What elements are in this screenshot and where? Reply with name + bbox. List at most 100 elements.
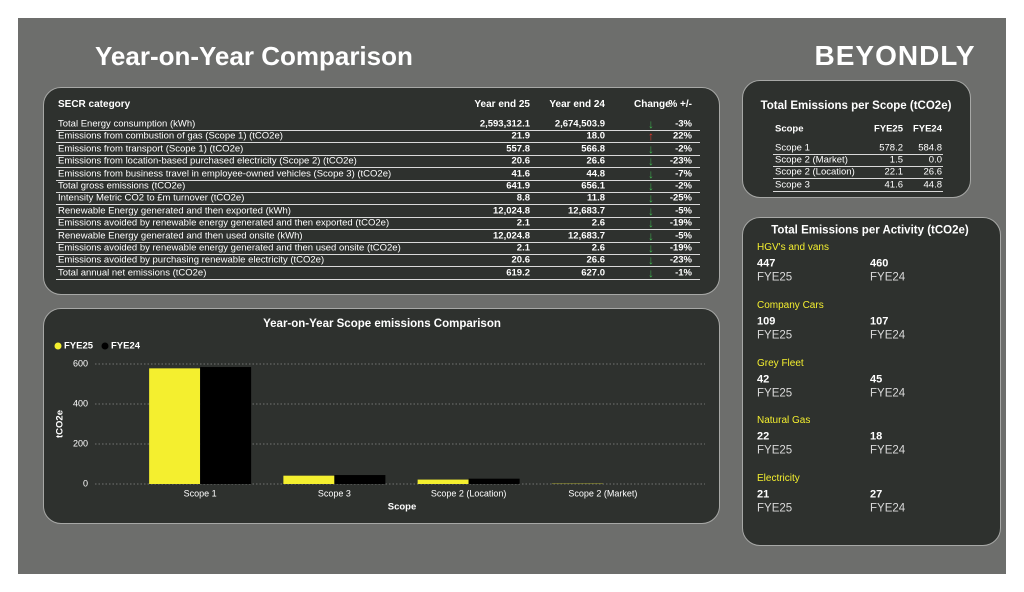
table-cell: Intensity Metric CO2 to £m turnover (tCO… [58, 192, 245, 204]
table-cell: 641.9 [506, 180, 530, 192]
secr-card [43, 87, 720, 295]
table-cell: 44.8 [586, 167, 606, 179]
table-cell: 1.5 [889, 154, 903, 166]
table-cell: -23% [669, 155, 692, 167]
row-separator [56, 167, 700, 169]
change-arrow: ↓ [648, 154, 654, 169]
table-cell: 0.0 [928, 154, 942, 166]
activity-value: 109 [757, 315, 776, 328]
activity-label: FYE25 [757, 271, 793, 284]
column-header: Year end 24 [549, 99, 605, 110]
table-cell: 578.2 [879, 142, 903, 154]
table-cell: Renewable Energy generated and then used… [58, 229, 303, 241]
table-cell: Emissions avoided by renewable energy ge… [58, 242, 401, 254]
change-arrow: ↑ [648, 129, 654, 144]
activity-value: 460 [870, 257, 889, 270]
activity-label: FYE24 [870, 502, 906, 515]
table-cell: 21.9 [511, 130, 531, 142]
table-cell: 26.6 [586, 155, 606, 167]
legend-swatch [101, 342, 109, 350]
activity-name: HGV's and vans [757, 242, 829, 253]
column-header: Year end 25 [474, 99, 530, 110]
table-cell: Emissions avoided by purchasing renewabl… [58, 254, 325, 266]
activity-value: 42 [757, 373, 770, 386]
activity-label: FYE25 [757, 329, 793, 342]
row-separator [56, 216, 700, 218]
change-arrow: ↓ [648, 203, 654, 218]
row-separator [56, 130, 700, 131]
table-cell: 20.6 [511, 155, 531, 167]
y-tick-label: 400 [73, 398, 88, 408]
change-arrow: ↓ [648, 253, 654, 268]
activity-value: 27 [870, 488, 883, 501]
activity-value: 22 [757, 430, 770, 443]
column-header: % +/- [668, 99, 692, 110]
bar [149, 368, 201, 484]
table-cell: Emissions from business travel in employ… [58, 167, 392, 179]
table-cell: Scope 3 [775, 178, 810, 190]
table-cell: 12,024.8 [493, 229, 530, 241]
chart-title: Year-on-Year Scope emissions Comparison [263, 318, 501, 330]
change-arrow: ↓ [648, 241, 654, 255]
row-separator [773, 178, 943, 180]
activity-label: FYE24 [870, 444, 906, 457]
table-cell: Scope 2 (Market) [775, 154, 848, 166]
table-cell: 11.8 [587, 192, 605, 204]
table-cell: 2.6 [591, 217, 605, 229]
table-cell: -7% [675, 167, 692, 179]
page-title: Year-on-Year Comparison [95, 41, 413, 71]
x-axis-label: Scope [388, 502, 417, 513]
x-tick-label: Scope 2 (Location) [431, 488, 507, 498]
table-cell: -5% [675, 229, 692, 241]
activity-name: Company Cars [757, 299, 824, 311]
table-cell: 619.2 [506, 267, 530, 279]
bar [417, 479, 469, 484]
table-cell: -19% [669, 242, 692, 254]
table-cell: 2.1 [516, 242, 530, 254]
y-tick-label: 600 [73, 358, 88, 368]
row-separator [56, 192, 700, 193]
table-cell: 8.8 [516, 192, 530, 204]
row-separator [773, 190, 943, 192]
legend-label: FYE25 [64, 341, 94, 352]
table-cell: Emissions from location-based purchased … [58, 155, 357, 167]
activity-label: FYE24 [870, 386, 906, 399]
activity-title: Total Emissions per Activity (tCO2e) [771, 224, 969, 237]
activity-name: Grey Fleet [757, 357, 804, 369]
row-separator [773, 166, 943, 168]
activity-label: FYE25 [757, 444, 793, 457]
table-cell: 584.8 [918, 142, 942, 154]
change-arrow: ↓ [648, 228, 654, 243]
row-separator [56, 266, 700, 268]
table-cell: 627.0 [581, 267, 605, 279]
table-cell: Emissions from transport (Scope 1) (tCO2… [58, 143, 244, 155]
table-cell: 557.8 [506, 143, 530, 155]
table-cell: Renewable Energy generated and then expo… [58, 205, 291, 217]
table-cell: Total gross emissions (tCO2e) [58, 180, 186, 192]
table-cell: Scope 2 (Location) [775, 166, 855, 178]
activity-value: 21 [757, 488, 770, 501]
table-cell: 2.6 [591, 242, 605, 254]
activity-label: FYE24 [870, 329, 906, 342]
table-cell: -2% [675, 143, 692, 155]
table-cell: 18.0 [586, 130, 606, 142]
x-tick-label: Scope 1 [184, 488, 217, 498]
x-tick-label: Scope 2 (Market) [568, 488, 637, 498]
table-cell: 22% [672, 130, 692, 142]
activity-label: FYE24 [870, 271, 906, 284]
table-cell: -3% [675, 118, 692, 130]
legend-swatch [54, 342, 62, 350]
table-cell: 12,683.7 [568, 205, 605, 217]
table-cell: 566.8 [581, 143, 605, 155]
change-arrow: ↓ [648, 265, 654, 280]
activity-value: 447 [757, 257, 776, 270]
table-cell: 41.6 [511, 167, 531, 179]
row-separator [56, 179, 700, 181]
table-cell: Total annual net emissions (tCO2e) [58, 267, 207, 279]
activity-name: Natural Gas [757, 415, 811, 427]
bar [334, 475, 386, 484]
y-axis-label: tCO2e [55, 410, 66, 438]
table-cell: 22.1 [884, 166, 904, 178]
table-cell: Emissions from combustion of gas (Scope … [58, 130, 283, 142]
